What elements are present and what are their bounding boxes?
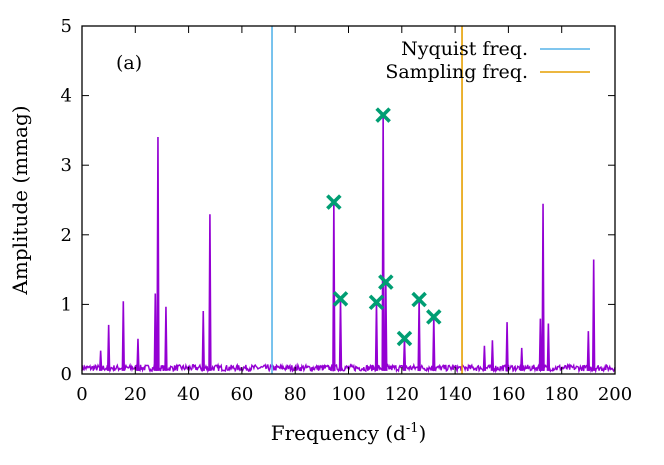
spectrum-peak bbox=[208, 214, 212, 371]
x-tick-label: 100 bbox=[331, 384, 365, 405]
spectrum-peak bbox=[541, 203, 545, 371]
tick-layer: 0 20 40 60 80 100 120 140 160 180 200 0 1 2 3 4 5 bbox=[61, 16, 633, 405]
y-tick-label: 0 bbox=[61, 364, 72, 385]
reference-lines bbox=[271, 26, 463, 374]
spectrum-peak bbox=[520, 347, 524, 371]
spectrum-peak bbox=[381, 114, 385, 371]
spectrum-peak bbox=[164, 306, 168, 371]
x-tick-label: 140 bbox=[438, 384, 472, 405]
y-tick-label: 3 bbox=[61, 155, 72, 176]
spectrum-peak bbox=[338, 298, 343, 371]
spectrum-peak bbox=[538, 318, 543, 371]
spectrum-peak bbox=[546, 323, 551, 371]
y-tick-label: 4 bbox=[61, 86, 72, 107]
x-tick-label: 80 bbox=[284, 384, 307, 405]
x-axis-title: Frequency (d-1) bbox=[271, 421, 427, 445]
spectrum-peak bbox=[156, 136, 160, 371]
spectrum-layer bbox=[81, 114, 616, 374]
spectrum-peak bbox=[482, 345, 487, 371]
x-tick-label: 0 bbox=[76, 384, 87, 405]
spectrum-peak bbox=[402, 338, 407, 371]
x-tick-label: 180 bbox=[545, 384, 579, 405]
legend-entry-sampling: Sampling freq. bbox=[385, 61, 528, 83]
spectrum-peak bbox=[384, 281, 388, 371]
spectrum-peak bbox=[136, 338, 140, 371]
peak-marker bbox=[396, 330, 413, 347]
x-tick-label: 120 bbox=[385, 384, 419, 405]
spectrum-noise bbox=[81, 362, 616, 374]
spectrum-peak bbox=[201, 310, 205, 371]
spectrum-peak bbox=[153, 293, 157, 371]
legend-entry-nyquist: Nyquist freq. bbox=[401, 38, 528, 60]
peak-marker bbox=[326, 194, 342, 210]
spectrum-peak bbox=[106, 324, 111, 371]
x-axis-title-suffix: ) bbox=[419, 421, 427, 445]
x-tick-label: 60 bbox=[230, 384, 253, 405]
spectrum-peak bbox=[374, 301, 379, 371]
x-axis-title-main: Frequency (d bbox=[271, 421, 406, 445]
spectrum-peak bbox=[591, 259, 596, 371]
x-axis-title-superscript: -1 bbox=[406, 421, 419, 436]
plot-frame bbox=[81, 25, 616, 375]
spectrum-peak bbox=[505, 322, 509, 371]
spectrum-peak bbox=[417, 299, 421, 371]
peak-marker bbox=[332, 291, 349, 307]
peak-marker bbox=[368, 294, 385, 311]
x-tick-label: 40 bbox=[177, 384, 200, 405]
spectrum-peak bbox=[98, 350, 103, 371]
x-tick-label: 200 bbox=[598, 384, 632, 405]
y-axis-title: Amplitude (mmag) bbox=[8, 105, 32, 295]
y-tick-label: 1 bbox=[61, 294, 72, 315]
spectrum-peak bbox=[586, 331, 591, 371]
x-tick-label: 160 bbox=[491, 384, 525, 405]
peak-marker bbox=[378, 274, 394, 290]
marker-layer bbox=[326, 107, 442, 347]
y-tick-label: 2 bbox=[61, 225, 72, 246]
spectrum-peak bbox=[332, 201, 336, 371]
legend: Nyquist freq. Sampling freq. bbox=[385, 38, 590, 83]
spectrum-peak bbox=[121, 301, 126, 371]
panel-label: (a) bbox=[116, 52, 142, 74]
peak-marker bbox=[426, 309, 442, 325]
y-tick-label: 5 bbox=[61, 16, 72, 37]
x-tick-label: 20 bbox=[124, 384, 147, 405]
peak-marker bbox=[375, 107, 391, 123]
spectrum-peak bbox=[432, 316, 436, 371]
spectrum-peak bbox=[490, 340, 495, 371]
peak-marker bbox=[411, 291, 427, 308]
